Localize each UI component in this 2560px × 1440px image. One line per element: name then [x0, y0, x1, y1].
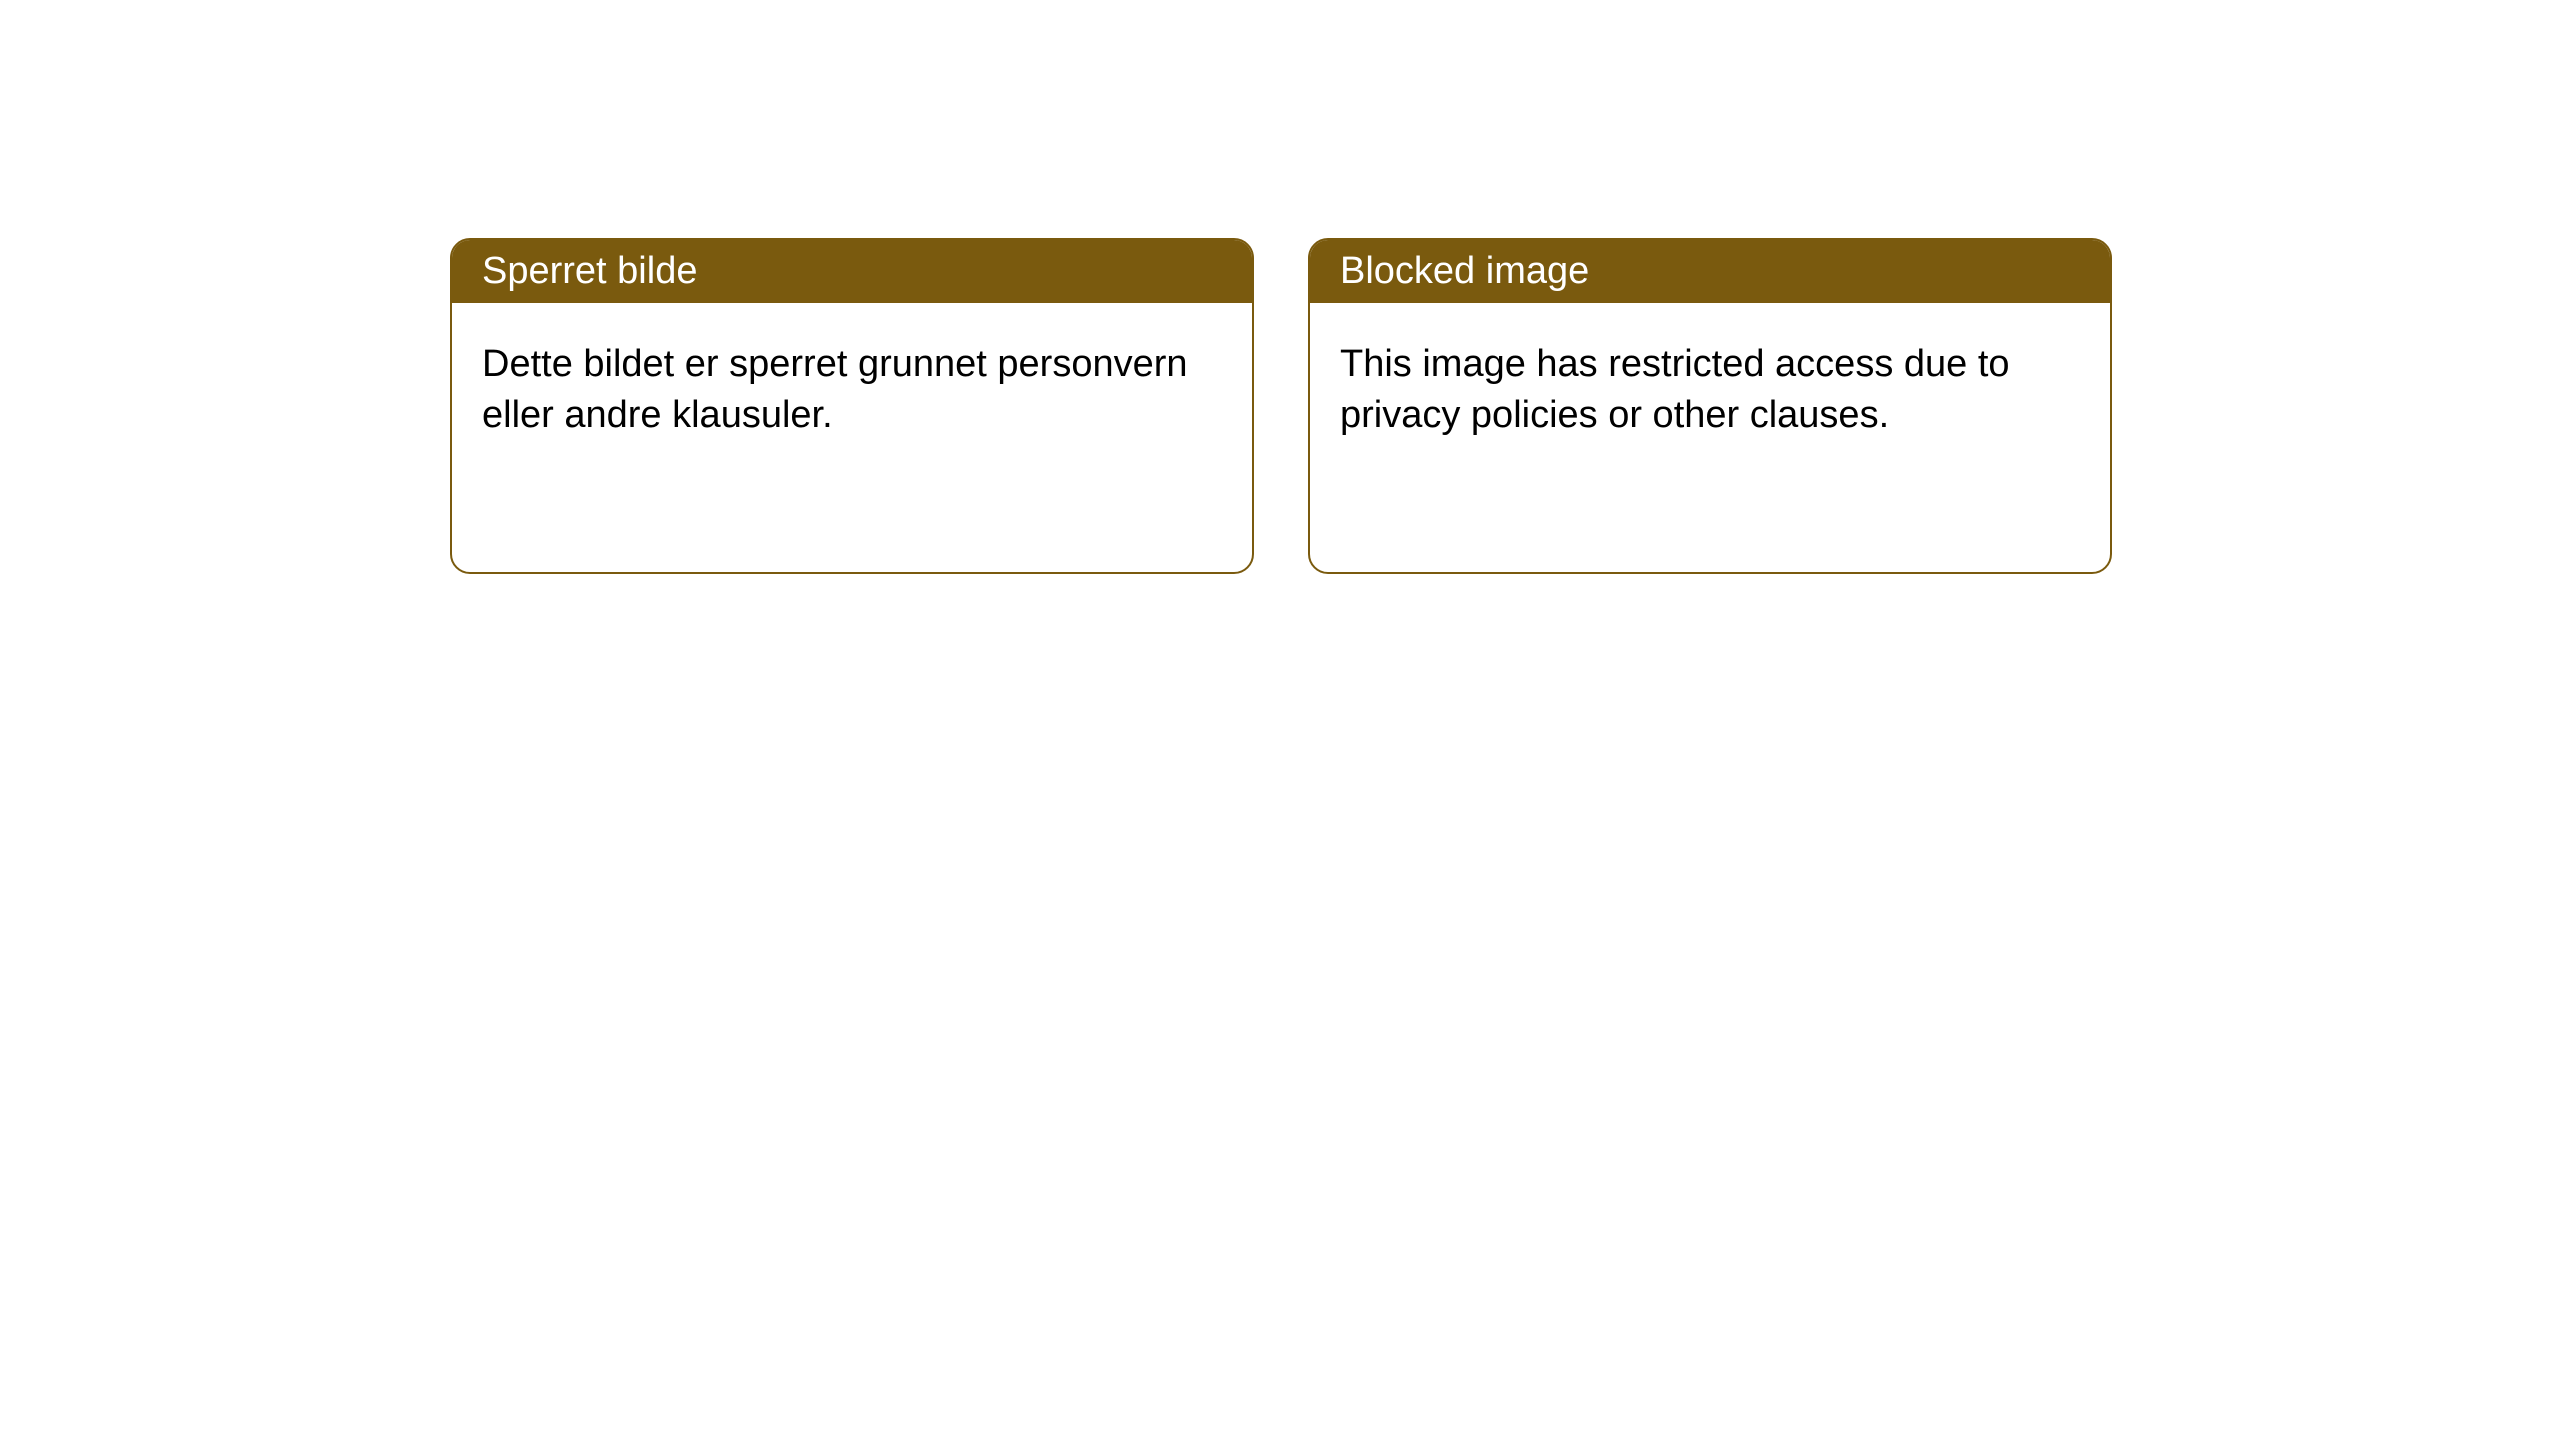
card-body-en: This image has restricted access due to … [1310, 303, 2110, 478]
card-message-en: This image has restricted access due to … [1340, 343, 2010, 436]
notice-card-en: Blocked image This image has restricted … [1308, 238, 2112, 574]
card-body-no: Dette bildet er sperret grunnet personve… [452, 303, 1252, 478]
card-message-no: Dette bildet er sperret grunnet personve… [482, 343, 1188, 436]
card-header-no: Sperret bilde [452, 240, 1252, 303]
notice-card-no: Sperret bilde Dette bildet er sperret gr… [450, 238, 1254, 574]
notice-container: Sperret bilde Dette bildet er sperret gr… [0, 0, 2560, 574]
card-title-no: Sperret bilde [482, 250, 697, 292]
card-header-en: Blocked image [1310, 240, 2110, 303]
card-title-en: Blocked image [1340, 250, 1589, 292]
